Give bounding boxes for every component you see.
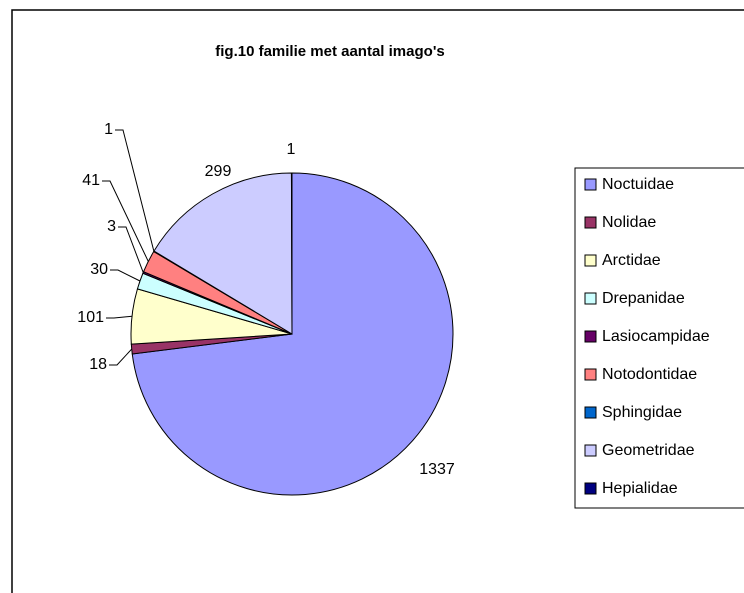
leader-line bbox=[102, 180, 149, 262]
leader-line bbox=[115, 129, 155, 252]
legend-swatch bbox=[584, 444, 597, 457]
legend-label: Arctidae bbox=[602, 252, 661, 269]
legend-label: Geometridae bbox=[602, 442, 695, 459]
data-label: 1337 bbox=[419, 461, 455, 478]
data-label: 1 bbox=[104, 121, 113, 138]
legend-label: Noctuidae bbox=[602, 176, 674, 193]
data-label: 1 bbox=[287, 141, 296, 158]
legend-label: Nolidae bbox=[602, 214, 656, 231]
legend-swatch bbox=[584, 216, 597, 229]
data-label: 41 bbox=[82, 172, 100, 189]
legend-label: Sphingidae bbox=[602, 404, 682, 421]
legend-swatch bbox=[584, 406, 597, 419]
legend-box bbox=[574, 167, 744, 509]
leader-line bbox=[118, 226, 144, 273]
data-label: 101 bbox=[77, 309, 104, 326]
legend-label: Lasiocampidae bbox=[602, 328, 710, 345]
leader-line bbox=[106, 315, 133, 319]
legend-swatch bbox=[584, 178, 597, 191]
pie-slice bbox=[153, 172, 293, 335]
legend-swatch bbox=[584, 368, 597, 381]
legend-label: Hepialidae bbox=[602, 480, 678, 497]
chart-title: fig.10 familie met aantal imago's bbox=[215, 43, 444, 60]
pie-slice bbox=[131, 172, 454, 496]
legend-swatch bbox=[584, 292, 597, 305]
data-label: 30 bbox=[90, 261, 108, 278]
pie-slice bbox=[290, 172, 293, 335]
legend-swatch bbox=[584, 482, 597, 495]
legend-label: Drepanidae bbox=[602, 290, 685, 307]
leader-line bbox=[110, 269, 141, 282]
leader-line bbox=[109, 348, 133, 366]
data-label: 18 bbox=[89, 356, 107, 373]
legend-swatch bbox=[584, 254, 597, 267]
legend-label: Notodontidae bbox=[602, 366, 697, 383]
data-label: 299 bbox=[205, 163, 232, 180]
legend-swatch bbox=[584, 330, 597, 343]
data-label: 3 bbox=[107, 218, 116, 235]
